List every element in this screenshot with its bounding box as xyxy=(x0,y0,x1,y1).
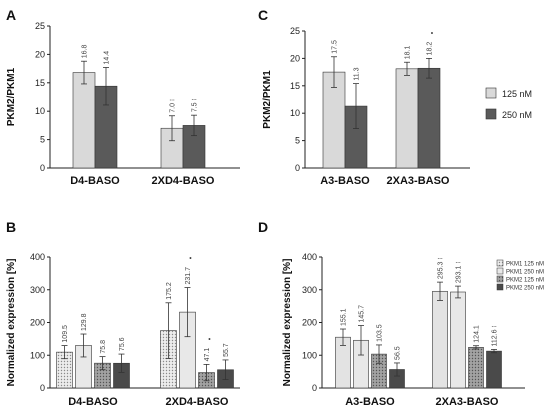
data-label: 11.3 xyxy=(354,67,361,80)
legend-label: PKM2 125 nM xyxy=(506,278,544,284)
data-label: 293.1 ⁝ xyxy=(456,261,463,283)
bar xyxy=(450,291,466,389)
y-tick-label: 100 xyxy=(30,350,45,360)
y-tick-label: 300 xyxy=(302,285,317,295)
legend-pkm-isoform: PKM1 125 nM PKM1 250 nM PKM2 125 nM PKM2 25… xyxy=(496,259,544,292)
legend-swatch xyxy=(496,267,504,275)
chart-panel-c: 0 5 10 15 20 25 PKM2/PKM1 A3-BASO 2XA3-BASO 17.5 1… xyxy=(262,26,470,187)
data-label: 18.2 xyxy=(427,42,434,56)
y-tick-label: 15 xyxy=(290,81,300,91)
legend-label: 125 nM xyxy=(502,89,532,99)
legend-label: PKM2 250 nM xyxy=(506,286,544,292)
y-tick-label: 0 xyxy=(295,163,300,173)
data-label: 231.7 xyxy=(185,267,192,285)
legend-label: 250 nM xyxy=(502,110,532,120)
y-tick-label: 15 xyxy=(35,78,45,88)
y-tick-label: 20 xyxy=(35,49,45,59)
data-label: 16.8 xyxy=(82,44,89,58)
data-label: 18.1 xyxy=(405,46,412,60)
y-axis-label: Normalized expression [%] xyxy=(6,259,17,387)
bar xyxy=(72,72,96,169)
x-category-label: A3-BASO xyxy=(345,396,395,408)
data-label: 75.8 xyxy=(100,340,107,354)
bar xyxy=(468,347,484,389)
data-label: 129.8 xyxy=(81,313,88,331)
x-category-label: 2XA3-BASO xyxy=(387,175,450,187)
y-tick-label: 20 xyxy=(290,53,300,63)
y-tick-label: 200 xyxy=(302,318,317,328)
panel-letter-c: C xyxy=(258,7,268,23)
y-axis-label: PKM2/PKM1 xyxy=(6,67,17,126)
y-tick-label: 400 xyxy=(30,252,45,262)
y-tick-label: 5 xyxy=(40,135,45,145)
significance-marker: • xyxy=(189,256,192,263)
y-tick-label: 10 xyxy=(35,106,45,116)
x-category-label: 2XA3-BASO xyxy=(436,396,499,408)
data-label: 109.5 xyxy=(62,325,69,343)
legend-swatch xyxy=(496,283,504,291)
data-label: 295.3 ⁝ xyxy=(438,257,445,279)
x-category-label: D4-BASO xyxy=(70,175,120,187)
y-tick-label: 300 xyxy=(30,285,45,295)
panel-letter-d: D xyxy=(258,219,268,235)
y-tick-label: 25 xyxy=(35,21,45,31)
data-label: 7.0 ⁝ xyxy=(170,99,177,113)
data-label: 14.4 xyxy=(104,51,111,65)
y-tick-label: 10 xyxy=(290,108,300,118)
legend-swatch xyxy=(496,275,504,283)
data-label: 47.1 xyxy=(204,348,211,362)
x-category-label: D4-BASO xyxy=(68,396,118,408)
legend-swatch xyxy=(485,108,497,120)
x-category-label: A3-BASO xyxy=(320,175,370,187)
x-category-label: 2XD4-BASO xyxy=(152,175,215,187)
bar xyxy=(486,350,502,389)
legend-swatch xyxy=(496,259,504,267)
bar xyxy=(417,67,441,169)
data-label: 175.2 xyxy=(166,282,173,300)
y-tick-label: 400 xyxy=(302,252,317,262)
data-label: 7.5 ⁝ xyxy=(192,98,199,112)
bar xyxy=(395,68,419,169)
y-tick-label: 0 xyxy=(40,383,45,393)
data-label: 145.7 xyxy=(359,305,366,323)
y-axis-label: Normalized expression [%] xyxy=(282,259,293,387)
y-tick-label: 100 xyxy=(302,350,317,360)
y-axis-label: PKM2/PKM1 xyxy=(262,70,273,129)
panel-letter-b: B xyxy=(6,219,16,235)
panel-letter-a: A xyxy=(6,7,16,23)
y-tick-label: 0 xyxy=(312,383,317,393)
y-tick-label: 25 xyxy=(290,26,300,36)
y-tick-label: 0 xyxy=(40,163,45,173)
data-label: 55.7 xyxy=(223,343,230,357)
x-category-label: 2XD4-BASO xyxy=(166,396,229,408)
chart-panel-a: 0 5 10 15 20 25 PKM2/PKM1 D4-BASO 2XD4-BASO 16.8 7… xyxy=(6,21,240,187)
legend-label: PKM1 125 nM xyxy=(506,262,544,268)
y-tick-label: 200 xyxy=(30,318,45,328)
data-label: 155.1 xyxy=(341,308,348,326)
data-label: 103.5 xyxy=(377,324,384,342)
chart-panel-b: 0 100 200 300 400 Normalized expression [%] D4… xyxy=(6,252,240,408)
data-label: 75.6 xyxy=(119,337,126,351)
data-label: 124.1 xyxy=(474,325,481,343)
legend-swatch xyxy=(485,87,497,99)
legend-label: PKM1 250 nM xyxy=(506,270,544,276)
chart-panel-d: 0 100 200 300 400 Normalized expression [%] A3… xyxy=(282,252,525,408)
data-label: 17.5 xyxy=(332,40,339,54)
data-label: 56.5 xyxy=(395,346,402,360)
legend-concentration: 125 nM 250 nM xyxy=(485,87,532,120)
y-tick-label: 5 xyxy=(295,136,300,146)
significance-marker: • xyxy=(208,337,211,344)
data-label: 112.6 ⁝ xyxy=(492,325,499,346)
bar xyxy=(432,290,448,389)
significance-marker: • xyxy=(431,31,434,38)
